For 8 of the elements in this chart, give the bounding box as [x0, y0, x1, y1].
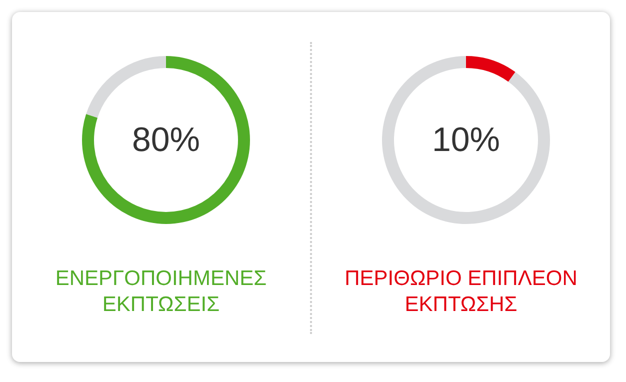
- donut-slice: [466, 56, 516, 82]
- donut-slice: [382, 56, 550, 224]
- text: ΕΝΕΡΓΟΠΟΙΗΜΕΝΕΣ ΕΚΠΤΩΣΕΙΣ: [54, 266, 268, 318]
- donut-slice: [82, 56, 250, 224]
- donut-slice: [86, 56, 166, 118]
- text: ΠΕΡΙΘΩΡΙΟ ΕΠΙΠΛΕΟΝ ΕΚΠΤΩΣΗΣ: [344, 266, 578, 318]
- data-label: 80%: [132, 121, 200, 159]
- data-label: 10%: [432, 121, 500, 159]
